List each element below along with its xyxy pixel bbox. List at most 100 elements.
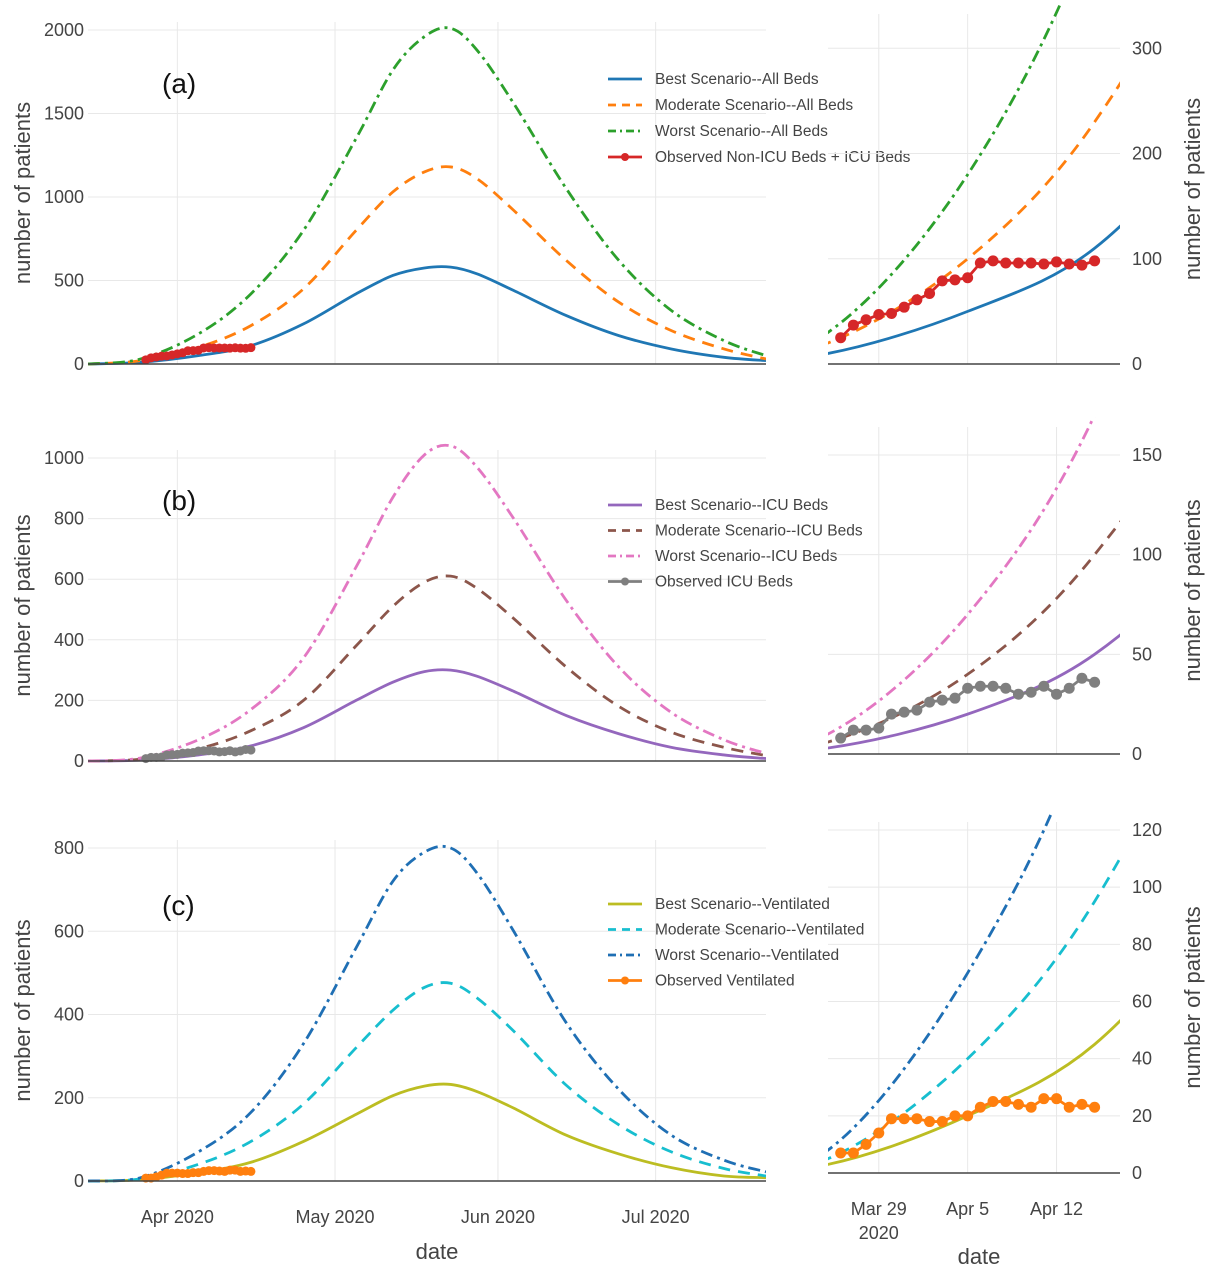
y-tick-label: 0 [74, 1171, 84, 1191]
data-point [949, 1110, 961, 1122]
data-point [246, 343, 256, 353]
series-group [88, 844, 766, 1183]
x-axis-title: date [958, 1244, 1001, 1269]
legend-entry: Worst Scenario--Ventilated [655, 947, 839, 964]
data-point [885, 708, 897, 720]
y-tick-label: 0 [1132, 354, 1142, 374]
data-point [1000, 682, 1012, 694]
series-line-2 [88, 981, 766, 1183]
data-point [1063, 1101, 1075, 1113]
y-tick-label: 2000 [44, 20, 84, 40]
data-point [1025, 686, 1037, 698]
data-point [1089, 1101, 1101, 1113]
data-point [1076, 259, 1088, 271]
legend-entry: Observed ICU Beds [655, 574, 793, 591]
legend: Best Scenario--Ventilated Moderate Scenar… [608, 896, 864, 990]
panel-label: (c) [162, 890, 195, 921]
data-point [974, 1101, 986, 1113]
y-tick-label: 400 [54, 1005, 84, 1025]
c_zoom-panel: 0 20 40 60 80 100 120 Mar 29 2020 Apr 5 Apr 12 numb… [828, 812, 1205, 1269]
data-point [847, 319, 859, 331]
legend-entry: Best Scenario--ICU Beds [655, 497, 828, 514]
data-point [936, 275, 948, 287]
legend-marker [621, 577, 629, 586]
y-tick-label: 200 [54, 690, 84, 710]
a_zoom-panel: 0 100 200 300 number of patients [828, 4, 1205, 374]
data-point [1038, 1093, 1050, 1105]
data-point [873, 309, 885, 321]
data-point [962, 682, 974, 694]
y-axis-title: number of patients [1180, 98, 1205, 280]
y-tick-label: 80 [1132, 934, 1152, 954]
series-group [828, 417, 1120, 750]
data-point [1025, 257, 1037, 269]
y-tick-label: 120 [1132, 820, 1162, 840]
y-tick-label: 60 [1132, 992, 1152, 1012]
data-point [936, 1116, 948, 1128]
y-tick-label: 1000 [44, 187, 84, 207]
data-point [1051, 256, 1063, 268]
data-point [860, 1138, 872, 1150]
data-point [835, 732, 847, 744]
x-tick-label: May 2020 [295, 1207, 374, 1227]
y-tick-label: 1500 [44, 104, 84, 124]
x-axis-title: date [416, 1239, 459, 1264]
series-line-3 [88, 26, 766, 366]
y-tick-label: 0 [1132, 1163, 1142, 1183]
series-group [828, 4, 1120, 355]
legend-entry: Moderate Scenario--Ventilated [655, 922, 864, 939]
data-point [898, 706, 910, 718]
data-point [949, 274, 961, 286]
x-tick-label: Jun 2020 [461, 1207, 535, 1227]
data-point [847, 724, 859, 736]
data-point [873, 1127, 885, 1139]
data-point [1063, 682, 1075, 694]
data-point [835, 332, 847, 344]
x-tick-label: Jul 2020 [622, 1207, 690, 1227]
b_zoom-panel: 0 50 100 150 number of patients [828, 417, 1205, 764]
data-point [246, 1166, 256, 1176]
data-point [860, 724, 872, 736]
series-line-1 [828, 224, 1120, 355]
b_main-panel: 0 200 400 600 800 1000 number of patients (b) Be… [10, 443, 863, 771]
data-point [987, 680, 999, 692]
series-line-2 [88, 165, 766, 366]
data-point [962, 272, 974, 284]
series-group [88, 26, 766, 366]
y-tick-label: 300 [1132, 38, 1162, 58]
legend-entry: Worst Scenario--All Beds [655, 123, 828, 140]
data-point [924, 1116, 936, 1128]
x-tick-label: Apr 2020 [141, 1207, 214, 1227]
series-group [828, 812, 1120, 1166]
data-point [1012, 688, 1024, 700]
data-point [1000, 1096, 1012, 1108]
data-point [898, 301, 910, 313]
series-group [88, 443, 766, 764]
a_main-panel: 0 500 1000 1500 2000 number of patients (a) Bes… [10, 20, 911, 374]
data-point [962, 1110, 974, 1122]
y-tick-label: 400 [54, 630, 84, 650]
data-point [911, 704, 923, 716]
data-point [1063, 258, 1075, 270]
data-point [936, 694, 948, 706]
series-line-1 [828, 1019, 1120, 1166]
y-tick-label: 600 [54, 569, 84, 589]
data-point [974, 257, 986, 269]
legend-marker [621, 153, 629, 161]
legend-entry: Best Scenario--All Beds [655, 71, 819, 88]
data-point [987, 1096, 999, 1108]
legend-entry: Moderate Scenario--All Beds [655, 97, 853, 114]
legend-entry: Best Scenario--Ventilated [655, 896, 830, 913]
series-line-3 [88, 844, 766, 1183]
y-tick-label: 100 [1132, 545, 1162, 565]
data-point [1051, 1093, 1063, 1105]
data-point [1038, 680, 1050, 692]
x-tick-label: Mar 29 [851, 1199, 907, 1219]
legend: Best Scenario--All Beds Moderate Scenario… [608, 71, 911, 166]
y-tick-label: 100 [1132, 249, 1162, 269]
y-tick-label: 800 [54, 838, 84, 858]
series-line-2 [88, 574, 766, 763]
y-tick-label: 150 [1132, 445, 1162, 465]
y-tick-label: 600 [54, 921, 84, 941]
legend-entry: Observed Non-ICU Beds + ICU Beds [655, 149, 911, 166]
